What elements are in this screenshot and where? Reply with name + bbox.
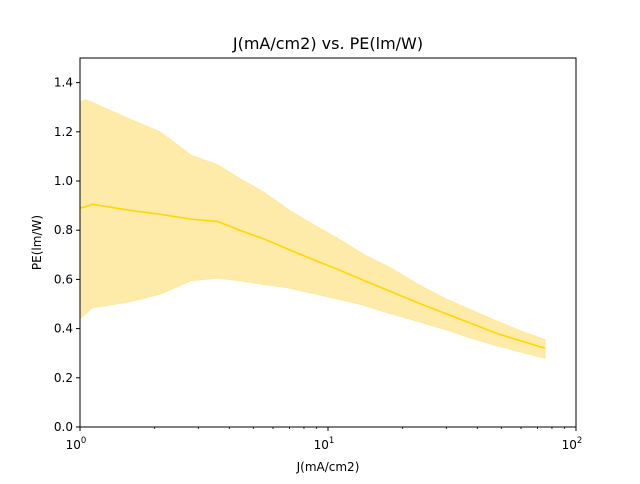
plot-area (79, 99, 546, 359)
x-tick-label: 100 (66, 436, 87, 452)
chart-title: J(mA/cm2) vs. PE(lm/W) (232, 34, 423, 53)
y-tick-label: 0.6 (54, 272, 73, 286)
x-tick-base: 10 (66, 438, 81, 452)
x-tick-exponent: 2 (577, 436, 582, 446)
x-axis: 100 101 102 (66, 427, 583, 452)
x-tick-label: 102 (562, 436, 583, 452)
x-tick-label: 101 (314, 436, 335, 452)
y-tick-label: 1.2 (54, 125, 73, 139)
y-tick-label: 1.4 (54, 76, 73, 90)
y-tick-label: 0.2 (54, 371, 73, 385)
y-axis: 0.0 0.2 0.4 0.6 0.8 1.0 1.2 1.4 (54, 76, 80, 434)
y-tick-label: 0.4 (54, 322, 73, 336)
series-line (79, 203, 546, 350)
y-tick-label: 0.0 (54, 420, 73, 434)
y-tick-label: 1.0 (54, 174, 73, 188)
x-tick-exponent: 1 (329, 436, 334, 446)
y-axis-label: PE(lm/W) (30, 215, 44, 270)
confidence-band (79, 99, 546, 359)
x-tick-exponent: 0 (81, 436, 86, 446)
x-axis-label: J(mA/cm2) (296, 460, 360, 474)
x-tick-base: 10 (314, 438, 329, 452)
x-tick-base: 10 (562, 438, 577, 452)
y-tick-label: 0.8 (54, 223, 73, 237)
